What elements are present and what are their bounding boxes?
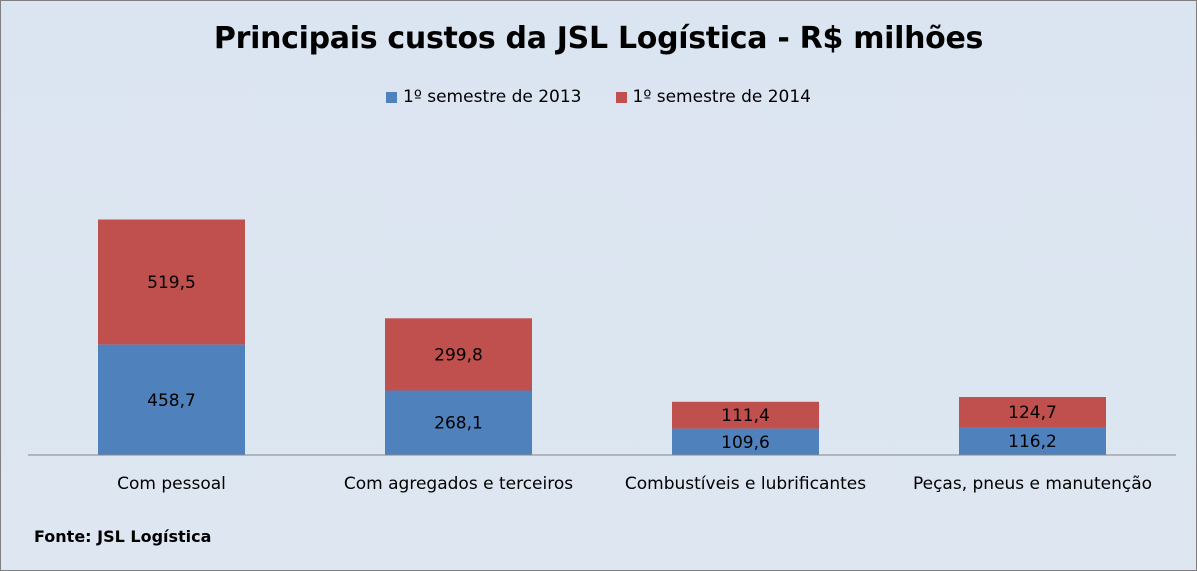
bar-2014-3 — [959, 397, 1106, 427]
data-label-2013-1: 268,1 — [434, 414, 483, 434]
legend-item-2014: 1º semestre de 2014 — [615, 87, 811, 107]
legend-label-2014: 1º semestre de 2014 — [632, 87, 811, 107]
legend-item-2013: 1º semestre de 2013 — [386, 87, 582, 107]
data-label-2014-3: 124,7 — [1008, 403, 1057, 423]
bar-2013-0 — [98, 344, 245, 455]
bar-2014-2 — [672, 401, 819, 429]
data-label-2013-3: 116,2 — [1008, 432, 1057, 452]
bar-2013-1 — [385, 390, 532, 455]
data-label-2013-0: 458,7 — [147, 391, 196, 411]
chart-title: Principais custos da JSL Logística - R$ … — [213, 21, 984, 56]
source-note: Fonte: JSL Logística — [34, 527, 212, 546]
x-tick-label-0: Com pessoal — [117, 474, 226, 494]
bar-2013-3 — [959, 427, 1106, 455]
bar-2013-2 — [672, 428, 819, 455]
x-tick-label-2: Combustíveis e lubrificantes — [625, 474, 866, 494]
bar-2014-0 — [98, 219, 245, 345]
x-tick-label-1: Com agregados e terceiros — [344, 474, 573, 494]
data-label-2014-0: 519,5 — [147, 273, 196, 293]
legend: 1º semestre de 2013 1º semestre de 2014 — [1, 87, 1196, 107]
bar-2014-1 — [385, 318, 532, 391]
x-tick-label-3: Peças, pneus e manutenção — [913, 474, 1152, 494]
data-label-2014-2: 111,4 — [721, 406, 770, 426]
data-label-2013-2: 109,6 — [721, 433, 770, 453]
legend-swatch-2014 — [615, 91, 627, 103]
legend-label-2013: 1º semestre de 2013 — [403, 87, 582, 107]
legend-swatch-2013 — [386, 91, 398, 103]
data-label-2014-1: 299,8 — [434, 345, 483, 365]
